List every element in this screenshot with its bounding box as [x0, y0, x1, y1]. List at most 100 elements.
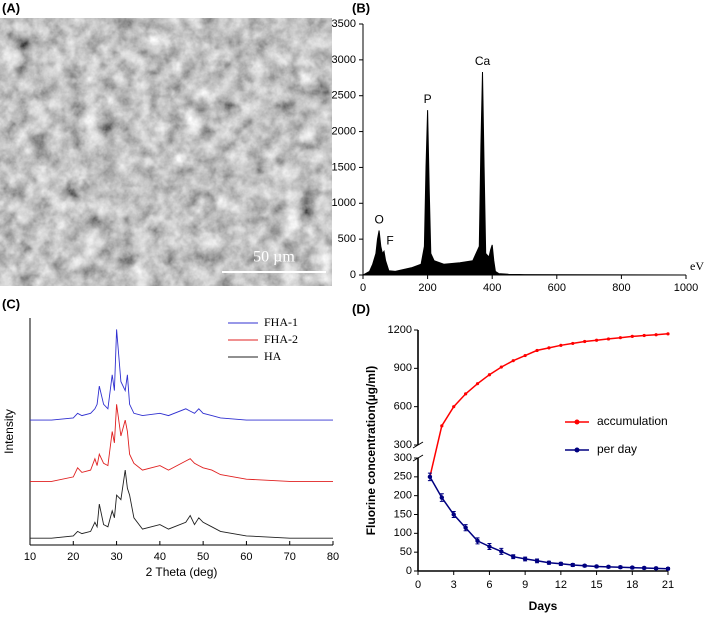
point — [546, 560, 552, 565]
point — [606, 564, 611, 570]
x-tick-label: 6 — [486, 579, 492, 591]
x-tick-label: 70 — [284, 551, 296, 563]
point — [452, 405, 456, 409]
y-tick-label: 150 — [394, 508, 412, 520]
panel-label: (B) — [352, 0, 370, 15]
point — [464, 392, 468, 396]
legend-marker — [574, 419, 580, 425]
scale-bar-label: 50 µm — [253, 249, 295, 266]
point — [630, 334, 634, 338]
peak-label: F — [386, 234, 393, 248]
legend-label: accumulation — [597, 414, 668, 428]
x-tick-label: 12 — [555, 579, 567, 591]
y-tick-label: 2500 — [332, 90, 356, 102]
spectrum-area — [361, 71, 687, 276]
legend-label: per day — [597, 442, 637, 456]
point — [594, 564, 599, 569]
point — [630, 565, 635, 570]
point — [463, 525, 468, 530]
x-tick-label: 20 — [67, 551, 79, 563]
point — [618, 565, 623, 570]
point — [666, 332, 670, 336]
y-axis-label: Fluorine concentration(µg/ml) — [364, 366, 378, 536]
y-tick-label: 50 — [400, 546, 412, 558]
x-tick-label: 30 — [110, 551, 122, 563]
xrd-line — [30, 404, 333, 482]
y-tick-label: 500 — [338, 233, 356, 245]
point — [475, 538, 480, 544]
point — [641, 565, 647, 571]
point — [547, 346, 551, 350]
panel-label: (C) — [2, 296, 20, 311]
legend-marker — [574, 447, 580, 453]
y-tick-label: 1500 — [332, 161, 356, 173]
legend-label: FHA-2 — [264, 332, 298, 346]
y-tick-label: 200 — [394, 490, 412, 502]
x-axis-label: Days — [529, 599, 558, 613]
y-tick-label: 3000 — [332, 54, 356, 66]
y-tick-label: 0 — [406, 565, 412, 577]
x-tick-label: 0 — [360, 282, 366, 294]
point — [570, 562, 575, 568]
panel-label: (A) — [2, 0, 20, 15]
x-axis-label: eV — [690, 259, 704, 273]
x-tick-label: 40 — [154, 551, 166, 563]
x-tick-label: 18 — [626, 579, 638, 591]
x-tick-label: 0 — [415, 579, 421, 591]
x-tick-label: 10 — [24, 551, 36, 563]
y-tick-label: 600 — [394, 401, 412, 413]
y-tick-label: 100 — [394, 527, 412, 539]
peak-label: O — [374, 213, 383, 227]
y-tick-label: 0 — [350, 269, 356, 281]
x-tick-label: 50 — [197, 551, 209, 563]
point — [653, 566, 659, 571]
y-tick-label: 250 — [394, 471, 412, 483]
point — [654, 333, 658, 337]
y-tick-label: 300 — [394, 452, 412, 464]
point — [499, 365, 503, 369]
point — [511, 554, 516, 559]
y-tick-label: 900 — [394, 362, 412, 374]
point — [583, 339, 587, 344]
point — [487, 373, 492, 377]
point — [440, 424, 444, 428]
y-tick-label: 2000 — [332, 125, 356, 137]
x-tick-label: 3 — [451, 579, 457, 591]
point — [427, 474, 433, 480]
point — [665, 566, 671, 571]
point — [475, 382, 480, 386]
xrd-line — [30, 470, 333, 539]
point — [642, 333, 646, 338]
point — [558, 561, 564, 567]
x-tick-label: 200 — [418, 282, 436, 294]
point — [571, 341, 575, 346]
point — [594, 338, 599, 342]
peak-label: Ca — [475, 54, 491, 68]
point — [511, 359, 515, 363]
x-tick-label: 1000 — [674, 282, 698, 294]
x-tick-label: 21 — [662, 579, 674, 591]
x-tick-label: 800 — [612, 282, 630, 294]
point — [618, 336, 622, 340]
xrd-line — [30, 329, 333, 421]
y-tick-label: 300 — [394, 439, 412, 451]
point — [523, 353, 527, 358]
point — [487, 544, 492, 549]
point — [522, 556, 528, 562]
panel-label: (D) — [352, 301, 370, 316]
x-tick-label: 15 — [590, 579, 602, 591]
point — [534, 558, 540, 564]
x-tick-label: 400 — [483, 282, 501, 294]
legend-label: HA — [264, 349, 282, 363]
point — [451, 512, 456, 517]
y-tick-label: 3500 — [332, 18, 356, 30]
x-tick-label: 9 — [522, 579, 528, 591]
point — [499, 549, 504, 554]
release-line — [429, 476, 669, 570]
legend-label: FHA-1 — [264, 315, 298, 329]
point — [439, 495, 445, 500]
y-axis-label: Intensity — [2, 409, 16, 454]
x-axis-label: 2 Theta (deg) — [146, 565, 218, 579]
